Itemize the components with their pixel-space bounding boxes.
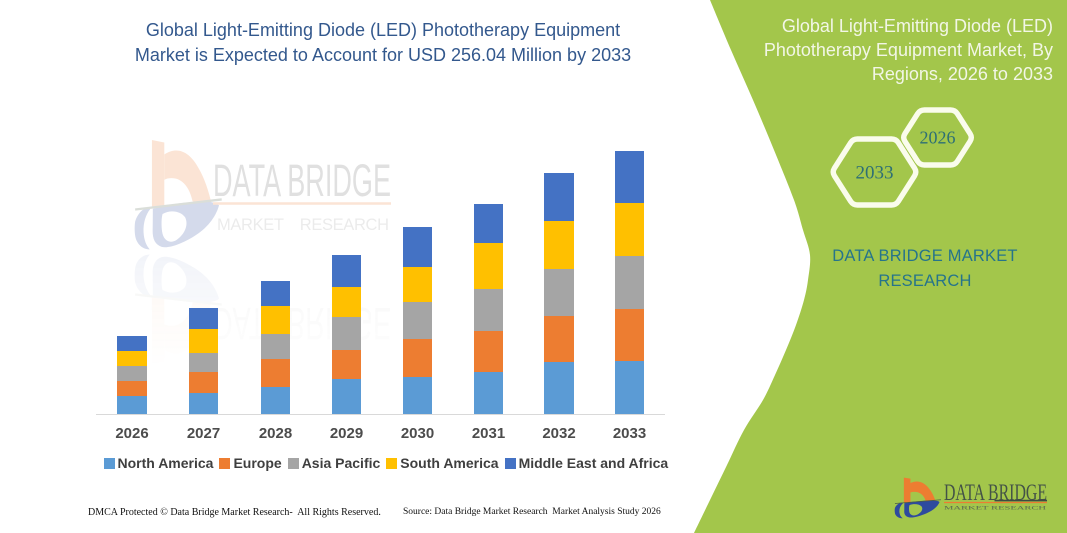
svg-text:MARKET RESEARCH: MARKET RESEARCH <box>944 506 1046 512</box>
svg-text:DATA BRIDGE: DATA BRIDGE <box>213 298 391 349</box>
svg-text:MARKET RESEARCH: MARKET RESEARCH <box>217 216 389 234</box>
svg-text:2026: 2026 <box>920 128 956 148</box>
svg-text:DATA BRIDGE: DATA BRIDGE <box>213 155 391 206</box>
svg-text:2033: 2033 <box>856 163 894 184</box>
